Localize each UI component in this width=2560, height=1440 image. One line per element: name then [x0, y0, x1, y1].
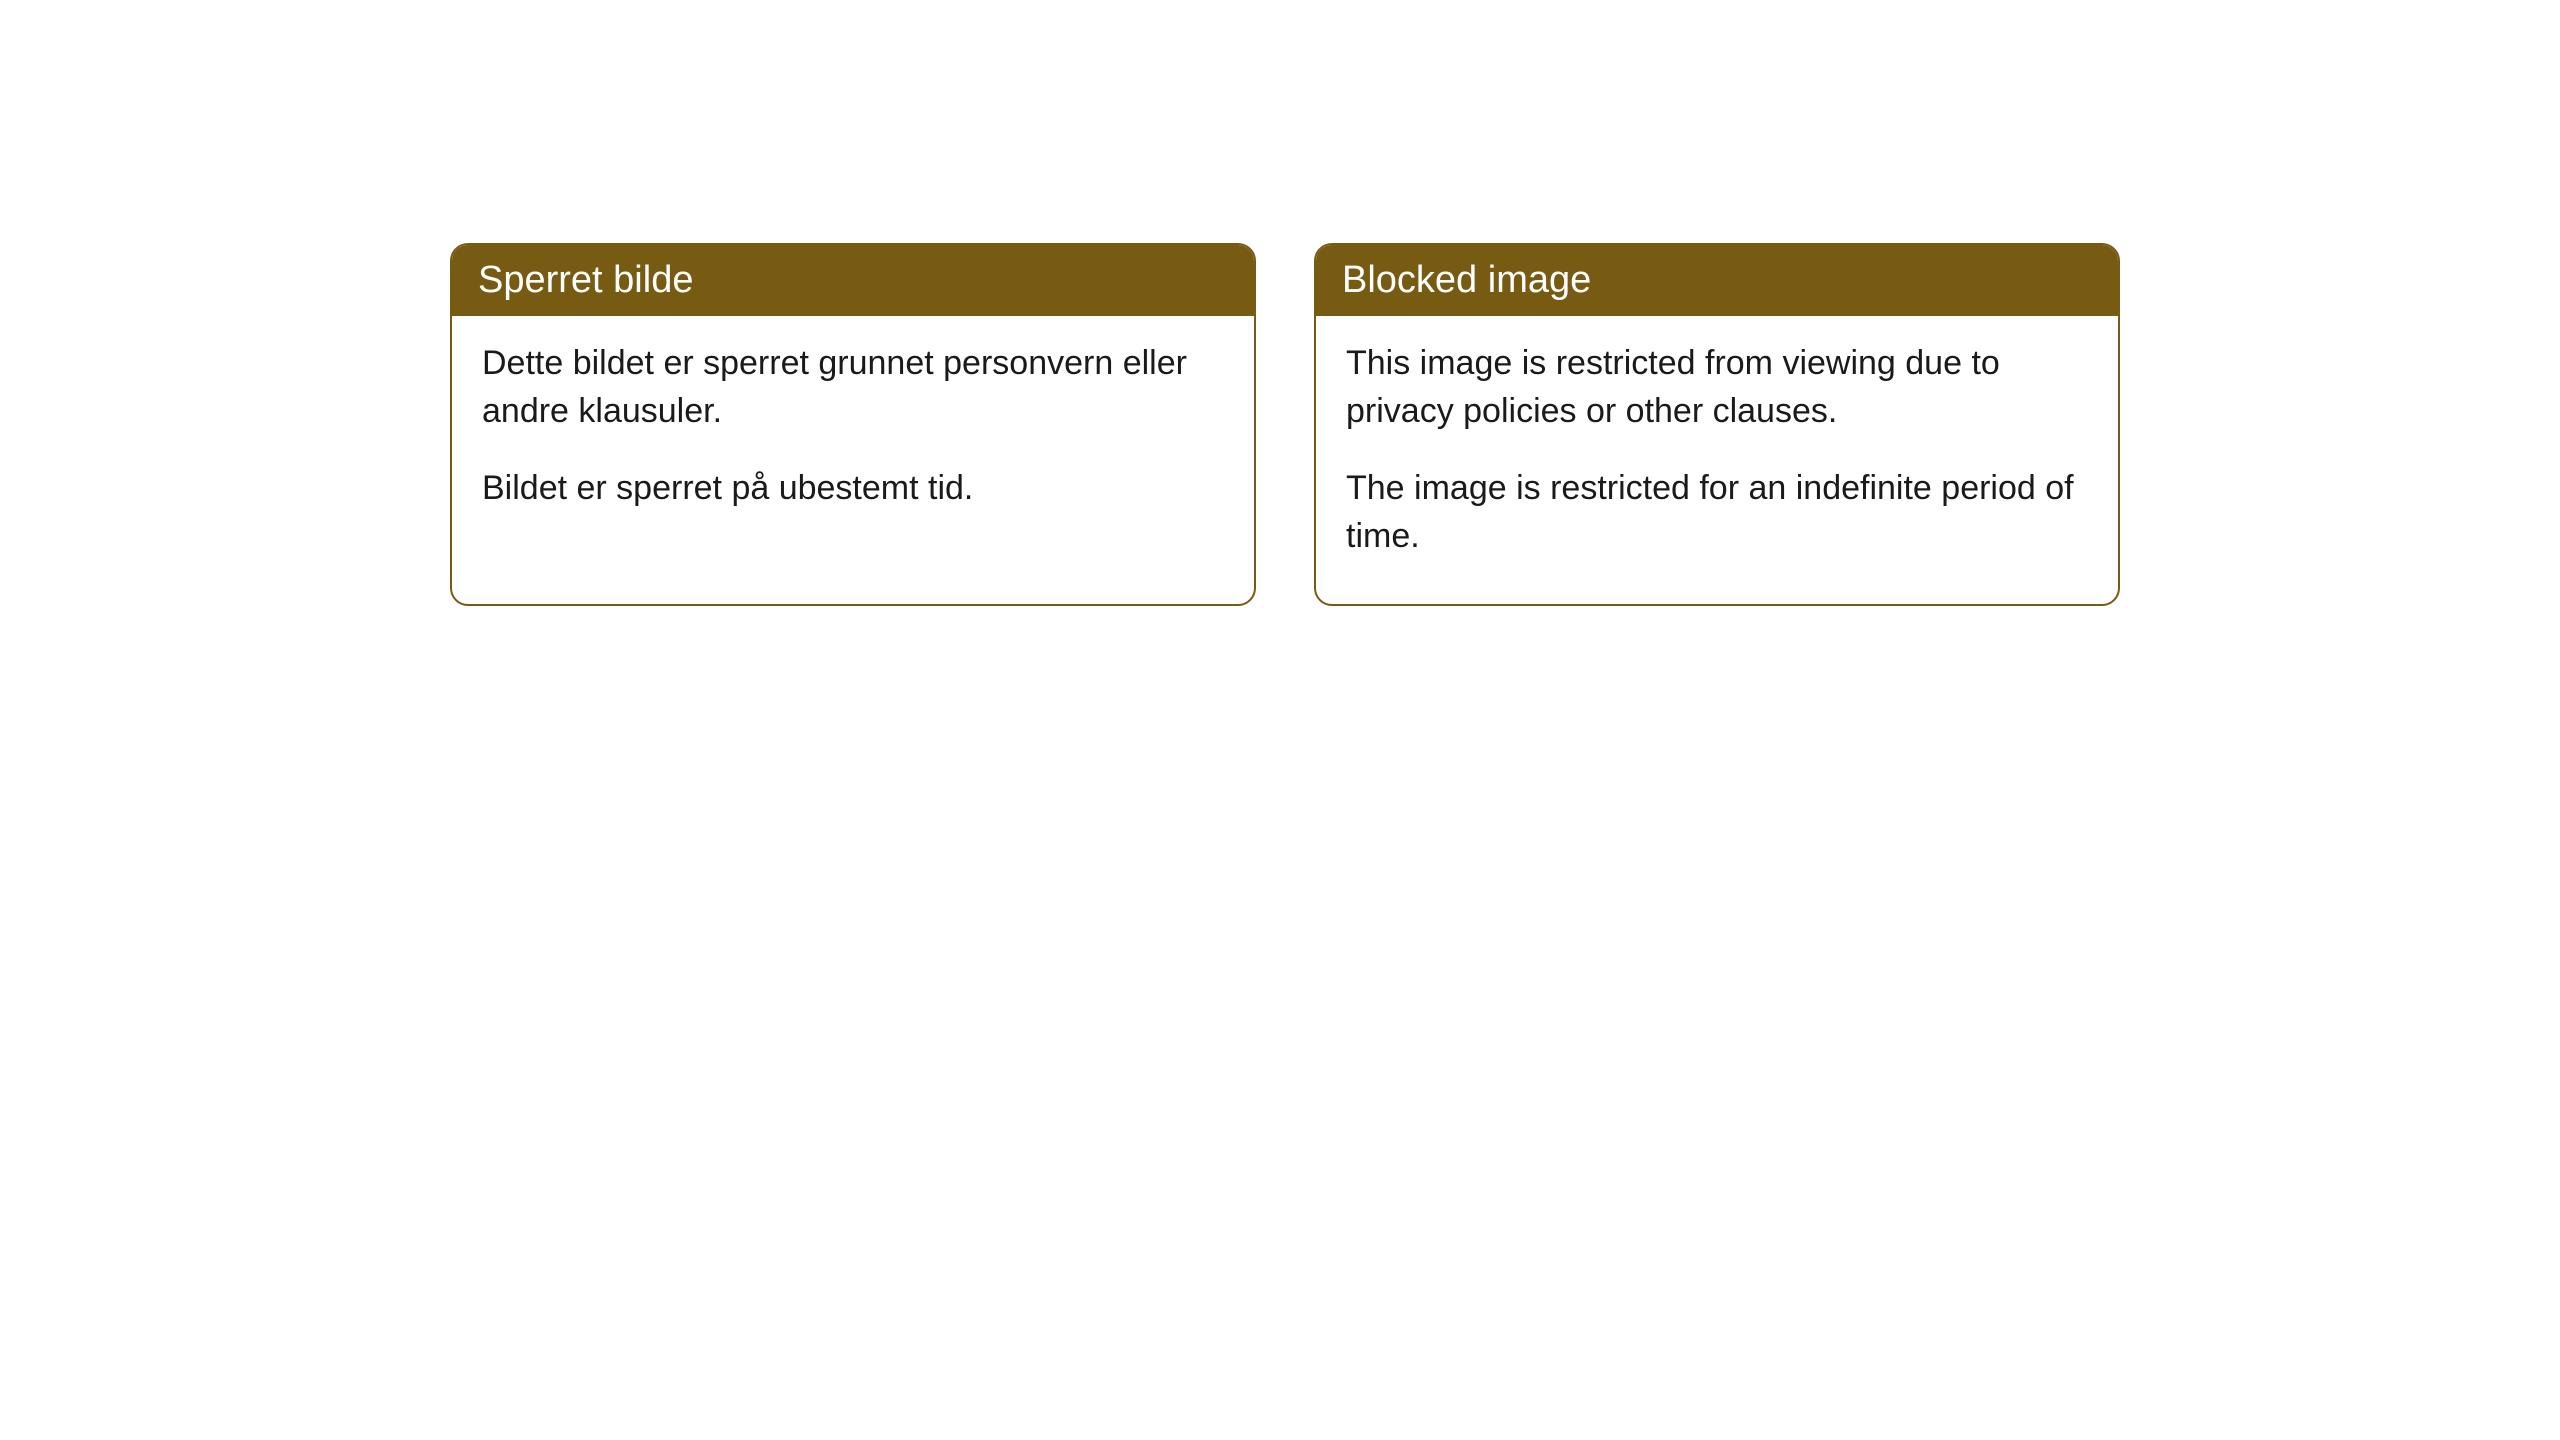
card-paragraph: The image is restricted for an indefinit… — [1346, 465, 2088, 560]
notice-card-english: Blocked image This image is restricted f… — [1314, 243, 2120, 606]
card-paragraph: Bildet er sperret på ubestemt tid. — [482, 465, 1224, 513]
card-paragraph: This image is restricted from viewing du… — [1346, 340, 2088, 435]
card-paragraph: Dette bildet er sperret grunnet personve… — [482, 340, 1224, 435]
card-body: Dette bildet er sperret grunnet personve… — [452, 316, 1254, 557]
card-title: Sperret bilde — [478, 259, 693, 301]
card-header: Blocked image — [1316, 245, 2118, 316]
notice-card-norwegian: Sperret bilde Dette bildet er sperret gr… — [450, 243, 1256, 606]
card-body: This image is restricted from viewing du… — [1316, 316, 2118, 604]
card-header: Sperret bilde — [452, 245, 1254, 316]
card-title: Blocked image — [1342, 259, 1591, 301]
notice-cards-container: Sperret bilde Dette bildet er sperret gr… — [450, 243, 2120, 606]
